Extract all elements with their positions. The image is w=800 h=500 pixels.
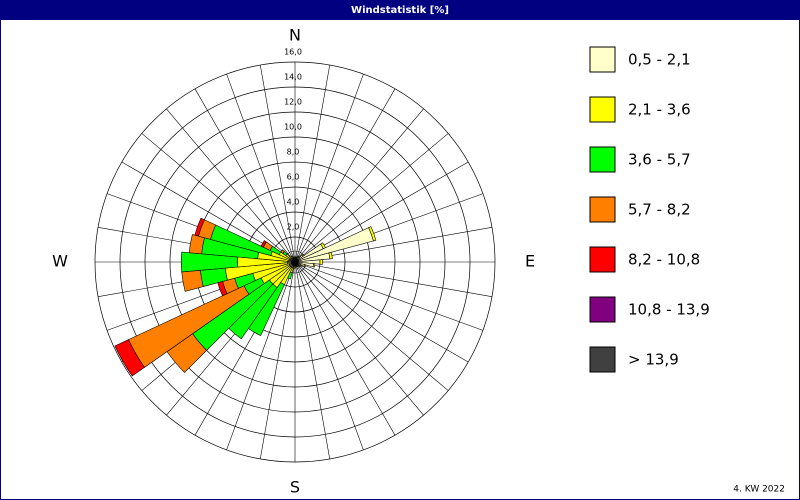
legend-label: 0,5 - 2,1 — [628, 51, 691, 69]
r-tick-label: 2,0 — [287, 223, 300, 232]
grid-circle — [169, 136, 421, 388]
legend-swatch — [589, 246, 616, 273]
rose-segment — [180, 251, 239, 273]
legend-label: > 13,9 — [628, 351, 679, 369]
rose-segment — [114, 339, 145, 377]
rose-segment — [312, 263, 316, 268]
footnote: 4. KW 2022 — [733, 485, 785, 495]
legend-swatch — [589, 296, 616, 323]
r-tick-label: 8,0 — [287, 148, 300, 157]
r-tick-label: 12,0 — [284, 98, 302, 107]
legend-swatch — [589, 196, 616, 223]
rose-segment — [319, 259, 323, 265]
bars — [114, 217, 377, 377]
grid-circle — [144, 111, 446, 413]
chart-title: Windstatistik [%] — [351, 5, 449, 16]
r-tick-label: 10,0 — [284, 123, 302, 132]
rose-segment — [280, 249, 285, 254]
direction-label: S — [290, 478, 300, 497]
direction-label: N — [289, 26, 301, 45]
rose-segment — [368, 226, 377, 242]
labels: 2,0 4,0 6,0 8,0 10,0 12,0 14,0 16,0 N E S W — [52, 26, 535, 497]
rose-segment — [260, 240, 267, 248]
legend: 0,5 - 2,1 2,1 - 3,6 3,6 - 5,7 5,7 - 8,2 8,2 … — [589, 46, 710, 373]
rose-segment — [303, 264, 307, 268]
legend-swatch — [589, 96, 616, 123]
direction-label: E — [525, 252, 535, 271]
rose-segment — [188, 234, 205, 255]
r-tick-label: 6,0 — [287, 173, 300, 182]
r-tick-label: 4,0 — [287, 198, 300, 207]
rose-segment — [328, 251, 333, 260]
rose-segment — [299, 264, 303, 267]
r-tick-label: 14,0 — [284, 73, 302, 82]
rose-segment — [289, 255, 294, 260]
legend-swatch — [589, 346, 616, 373]
legend-swatch — [589, 146, 616, 173]
rose-segment — [290, 255, 294, 260]
legend-label: 5,7 - 8,2 — [628, 201, 691, 219]
rose-segment — [293, 256, 295, 259]
legend-label: 3,6 - 5,7 — [628, 151, 691, 169]
legend-swatch — [589, 46, 616, 73]
grid-circle — [94, 61, 496, 463]
rose-segment — [298, 264, 301, 267]
legend-label: 10,8 - 13,9 — [628, 301, 710, 319]
r-tick-label: 16,0 — [284, 48, 302, 57]
legend-label: 8,2 - 10,8 — [628, 251, 700, 269]
title-bar — [0, 0, 800, 19]
rose-segment — [194, 217, 205, 237]
legend-label: 2,1 - 3,6 — [628, 101, 691, 119]
grid-circle — [119, 86, 471, 438]
direction-label: W — [52, 252, 68, 271]
grid — [94, 61, 496, 463]
